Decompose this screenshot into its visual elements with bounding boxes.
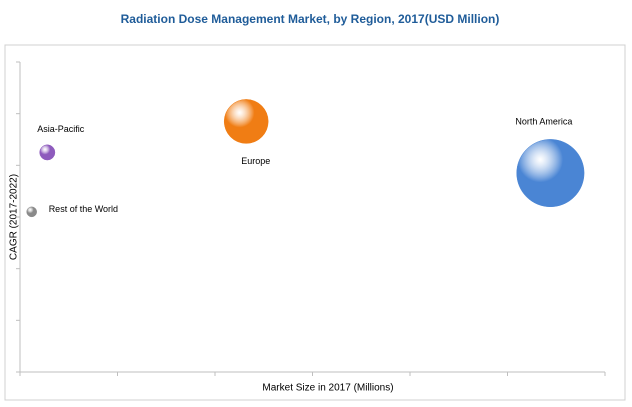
bubble [39,144,56,161]
bubble-label: Europe [241,156,270,166]
chart-title: Radiation Dose Management Market, by Reg… [121,12,500,26]
x-axis-title: Market Size in 2017 (Millions) [262,383,393,394]
bubble-label: North America [515,116,572,126]
bubble [26,206,37,218]
bubble [223,99,269,144]
bubble-label: Asia-Pacific [37,124,85,134]
y-axis-title: CAGR (2017-2022) [9,174,20,260]
bubble [516,139,585,208]
bubble-label: Rest of the World [49,204,118,214]
chart-frame [4,44,626,401]
